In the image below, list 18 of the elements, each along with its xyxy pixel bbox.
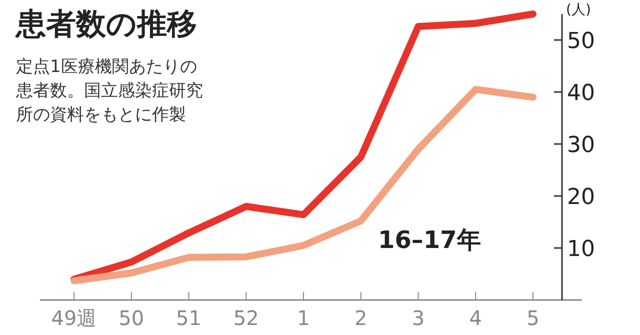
x-tick-label: 52 bbox=[233, 306, 259, 330]
x-tick-label: 50 bbox=[118, 306, 144, 330]
x-tick-label: 3 bbox=[412, 306, 425, 330]
x-tick-label: 5 bbox=[526, 306, 540, 330]
x-tick-label: 4 bbox=[469, 306, 482, 330]
x-tick-label: 51 bbox=[176, 306, 202, 330]
y-tick-label: 30 bbox=[567, 133, 595, 158]
y-tick-label: 40 bbox=[567, 81, 595, 106]
text: 定点1医療機関あたりの患者数。国立感染症研究所の資料をもとに作製 bbox=[15, 57, 203, 125]
x-tick-label: 2 bbox=[354, 306, 368, 330]
y-tick-label: 10 bbox=[567, 237, 595, 262]
y-tick-label: 50 bbox=[567, 29, 595, 54]
x-tick-label: 49週 bbox=[51, 306, 97, 330]
chart-title: 患者数の推移 bbox=[14, 7, 197, 42]
y-axis-title: (人) bbox=[566, 2, 591, 18]
text: 16–17年 bbox=[378, 226, 481, 254]
y-tick-label: 20 bbox=[567, 185, 595, 210]
x-tick-label: 1 bbox=[297, 306, 310, 330]
